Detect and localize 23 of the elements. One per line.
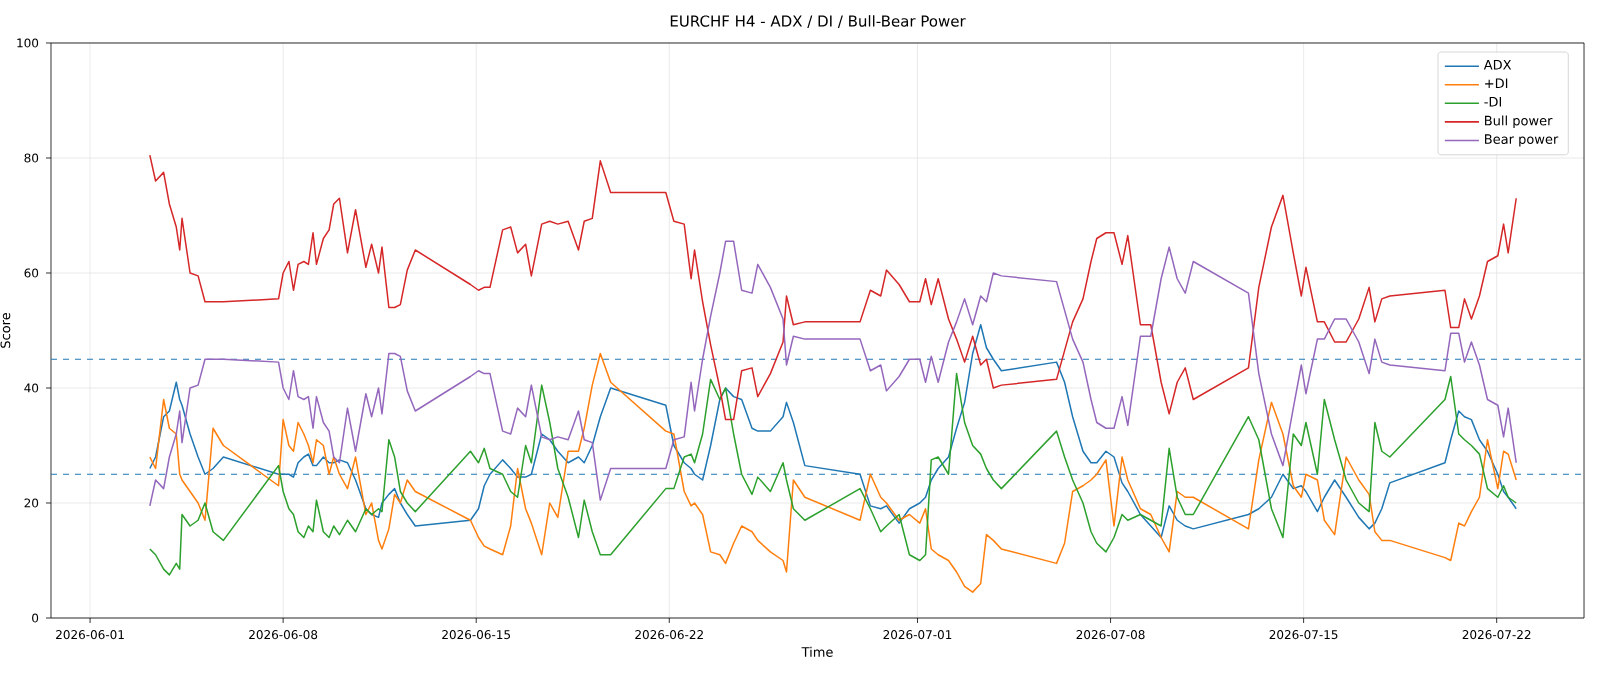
x-tick-label: 2026-07-08: [1076, 630, 1145, 640]
legend-label: ADX: [1483, 60, 1512, 70]
chart-title: EURCHF H4 - ADX / DI / Bull-Bear Power: [670, 15, 966, 28]
line-series: [149, 352, 1517, 593]
x-axis-title: Time: [801, 646, 833, 657]
y-tick-label: 20: [24, 498, 39, 508]
x-tick-label: 2026-06-01: [56, 630, 124, 640]
y-axis-title: Score: [0, 312, 11, 348]
x-tick-label: 2026-07-15: [1269, 630, 1338, 640]
legend-label: Bull power: [1485, 115, 1553, 129]
y-tick-label: 0: [32, 613, 39, 623]
legend-label: -DI: [1484, 96, 1501, 107]
y-tick-label: 40: [24, 383, 39, 393]
x-tick-label: 2026-06-22: [635, 630, 703, 640]
x-tick-label: 2026-07-22: [1462, 630, 1531, 640]
y-tick-label: 100: [17, 38, 39, 48]
y-tick-label: 80: [24, 153, 39, 163]
y-tick-label: 60: [24, 268, 39, 278]
legend-label: Bear power: [1485, 134, 1559, 147]
legend-label: +DI: [1485, 78, 1508, 88]
x-tick-label: 2026-06-08: [249, 630, 318, 640]
x-tick-label: 2026-07-01: [883, 630, 952, 640]
x-tick-label: 2026-06-15: [442, 630, 511, 640]
